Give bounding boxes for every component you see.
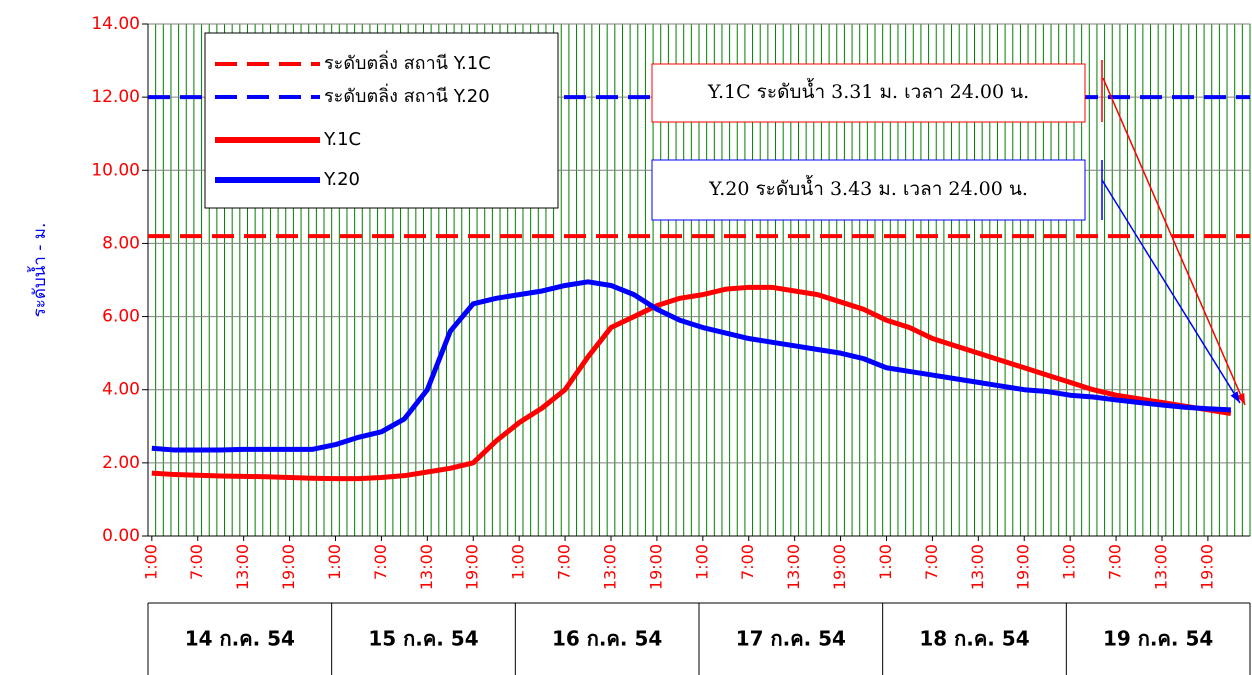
x-tick-label: 13:00 [600,544,619,590]
x-tick-label: 1:00 [141,544,160,580]
x-tick-label: 7:00 [738,544,757,580]
annotation-box [651,63,1086,123]
legend-label: ระดับตลิ่ง สถานี Y.1C [324,50,491,74]
annotation-arrow [1102,77,1246,406]
y-tick-label: 0.00 [102,526,140,546]
annotation-arrow [1101,179,1241,404]
annotation-arrowhead [1236,393,1245,405]
date-label: 18 ก.ค. 54 [919,627,1029,651]
x-tick-label: 1:00 [876,544,895,580]
x-tick-label: 13:00 [1151,544,1170,590]
legend-label: Y.20 [323,169,360,190]
y-tick-label: 14.00 [91,14,140,34]
date-label: 15 ก.ค. 54 [368,627,478,651]
y-tick-label: 12.00 [91,87,140,107]
x-tick-label: 13:00 [417,544,436,590]
x-tick-label: 19:00 [830,544,849,590]
x-tick-label: 7:00 [555,544,574,580]
y-axis-label: ระดับน้ำ - ม. [27,223,50,318]
annotation-text: Y.20 ระดับน้ำ 3.43 ม. เวลา 24.00 น. [708,175,1028,200]
x-tick-label: 19:00 [1197,544,1216,590]
y-tick-label: 10.00 [91,160,140,180]
x-tick-label: 19:00 [646,544,665,590]
x-tick-label: 19:00 [1014,544,1033,590]
x-tick-label: 1:00 [1060,544,1079,580]
x-tick-label: 7:00 [1106,544,1125,580]
x-tick-label: 19:00 [463,544,482,590]
y-tick-label: 8.00 [102,233,140,253]
x-tick-label: 7:00 [187,544,206,580]
annotation-arrowhead [1230,391,1240,403]
series-line [151,279,1231,453]
date-label: 14 ก.ค. 54 [185,627,295,651]
x-tick-label: 7:00 [371,544,390,580]
x-tick-label: 1:00 [325,544,344,580]
x-tick-label: 19:00 [279,544,298,590]
legend-label: ระดับตลิ่ง สถานี Y.20 [324,83,490,107]
x-tick-label: 7:00 [922,544,941,580]
legend-label: Y.1C [323,129,361,150]
date-label: 16 ก.ค. 54 [552,627,662,651]
annotation-text: Y.1C ระดับน้ำ 3.31 ม. เวลา 24.00 น. [707,78,1029,103]
date-label: 19 ก.ค. 54 [1103,627,1213,651]
x-tick-label: 13:00 [784,544,803,590]
date-label: 17 ก.ค. 54 [736,627,846,651]
y-tick-label: 4.00 [102,380,140,400]
annotation-box [651,159,1086,221]
x-tick-label: 1:00 [692,544,711,580]
x-tick-label: 13:00 [233,544,252,590]
x-tick-label: 1:00 [509,544,528,580]
x-tick-label: 13:00 [968,544,987,590]
y-tick-label: 2.00 [102,453,140,473]
y-tick-label: 6.00 [102,307,140,327]
series-line [151,284,1232,482]
